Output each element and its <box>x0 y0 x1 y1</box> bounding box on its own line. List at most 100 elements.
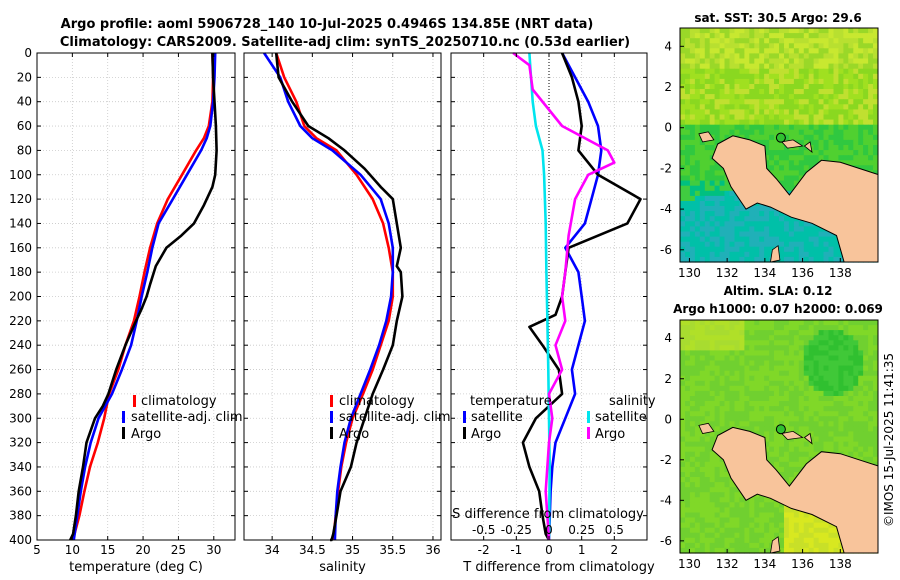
map-cell <box>769 48 775 54</box>
map-cell <box>863 94 869 100</box>
x-tick-label: 5 <box>33 543 41 557</box>
map-cell <box>729 256 735 263</box>
map-cell <box>699 185 706 192</box>
map-cell <box>813 340 820 346</box>
map-cell <box>808 134 815 141</box>
map-cell <box>779 335 785 341</box>
map-cell <box>858 134 864 141</box>
map-cell <box>714 416 721 422</box>
map-cell <box>729 482 735 488</box>
map-cell <box>709 99 716 105</box>
map-cell <box>680 99 686 105</box>
map-cell <box>749 360 755 367</box>
map-cell <box>863 355 869 362</box>
map-cell <box>818 375 825 382</box>
map-cell <box>793 53 800 60</box>
map-cell <box>853 421 859 427</box>
map-cell <box>734 58 740 65</box>
map-cell <box>858 441 864 448</box>
map-cell <box>704 175 711 182</box>
map-cell <box>774 73 780 80</box>
x-tick-label: 30 <box>206 543 221 557</box>
x-tick-label: -1 <box>510 543 522 557</box>
map-cell <box>803 160 810 166</box>
map-cell <box>685 99 691 105</box>
map-cell <box>803 139 810 146</box>
map-cell <box>788 401 795 407</box>
map-cell <box>793 73 800 80</box>
map-cell <box>754 236 760 243</box>
lon-tick-label: 132 <box>716 266 739 280</box>
map-cell <box>828 150 834 156</box>
map-cell <box>739 411 745 417</box>
map-cell <box>689 175 696 182</box>
map-cell <box>863 426 869 433</box>
map-cell <box>739 370 745 377</box>
map-cell <box>779 150 785 156</box>
legend-swatch-climatology <box>133 395 136 407</box>
map-cell <box>694 527 701 534</box>
map-cell <box>774 94 780 100</box>
map-cell <box>680 68 686 75</box>
map-cell <box>853 406 859 412</box>
map-cell <box>689 104 696 110</box>
map-cell <box>788 175 795 182</box>
map-cell <box>833 84 839 90</box>
y-tick-label: 60 <box>17 119 32 133</box>
map-cell <box>769 63 775 70</box>
map-cell <box>744 251 750 258</box>
map-cell <box>774 114 780 121</box>
map-cell <box>689 58 696 65</box>
map-cell <box>709 109 716 116</box>
map-cell <box>685 185 691 192</box>
map-cell <box>689 461 696 468</box>
map-cell <box>694 251 701 258</box>
map-cell <box>680 119 686 126</box>
map-cell <box>873 426 879 433</box>
s-tick-label: -0.25 <box>501 523 532 537</box>
map-cell <box>779 221 785 227</box>
map-cell <box>803 150 810 156</box>
map-cell <box>769 340 775 346</box>
map-cell <box>680 502 686 508</box>
map-cell <box>699 175 706 182</box>
map-cell <box>729 78 735 85</box>
map-cell <box>724 472 730 478</box>
map-cell <box>764 406 770 412</box>
map-cell <box>823 150 829 156</box>
map-cell <box>680 340 686 346</box>
map-cell <box>704 441 711 448</box>
map-cell <box>744 33 750 39</box>
map-cell <box>779 119 785 126</box>
map-cell <box>803 165 810 171</box>
map-cell <box>749 78 755 85</box>
legend-label-t-satellite: satellite <box>471 410 523 425</box>
map-cell <box>719 221 726 227</box>
map-cell <box>719 522 726 529</box>
map-cell <box>784 94 790 100</box>
map-cell <box>774 360 780 367</box>
map-cell <box>699 180 706 187</box>
series-line-t-satellite <box>547 52 603 541</box>
map-cell <box>863 89 869 95</box>
map-cell <box>754 512 760 519</box>
legend-label-t-argo: Argo <box>471 427 501 442</box>
map-cell <box>689 426 696 433</box>
map-cell <box>764 512 770 519</box>
map-cell <box>818 119 825 126</box>
map-cell <box>699 38 706 44</box>
map-cell <box>779 466 785 473</box>
map-cell <box>843 63 849 70</box>
map-cell <box>848 350 854 357</box>
map-cell <box>685 542 691 549</box>
map-cell <box>749 216 755 222</box>
map-cell <box>689 441 696 448</box>
map-cell <box>858 390 864 397</box>
map-cell <box>813 89 820 95</box>
map-cell <box>729 236 735 243</box>
map-cell <box>798 109 805 116</box>
map-cell <box>689 221 696 227</box>
map-cell <box>699 492 706 498</box>
map-cell <box>744 537 750 544</box>
map-cell <box>714 461 721 468</box>
